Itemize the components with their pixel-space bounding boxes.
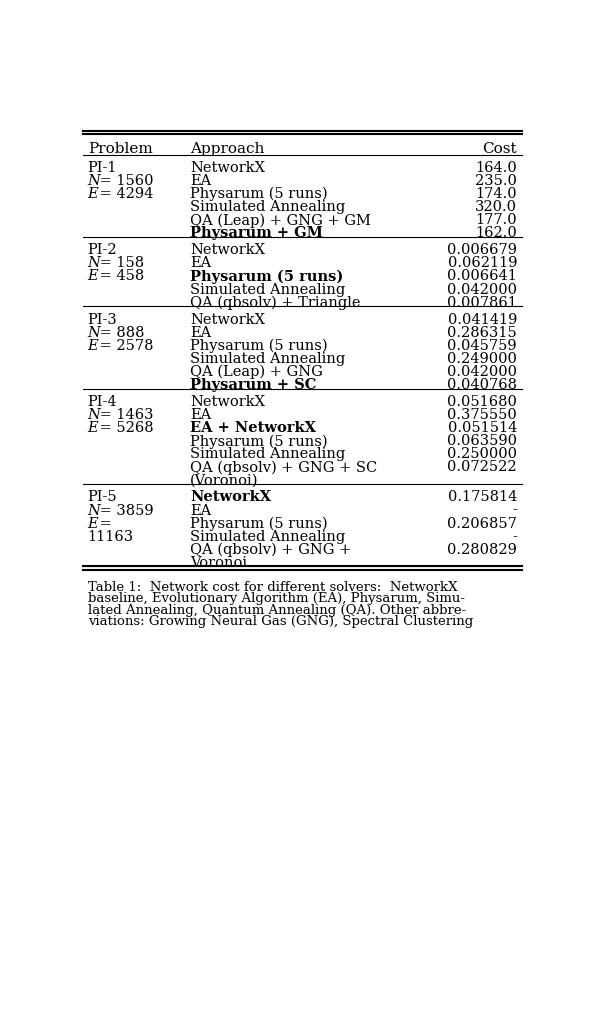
Text: Simulated Annealing: Simulated Annealing (190, 447, 345, 461)
Text: 0.040768: 0.040768 (447, 378, 517, 391)
Text: Physarum (5 runs): Physarum (5 runs) (190, 338, 327, 353)
Text: N: N (88, 325, 100, 339)
Text: 0.006641: 0.006641 (447, 269, 517, 283)
Text: baseline, Evolutionary Algorithm (EA), Physarum, Simu-: baseline, Evolutionary Algorithm (EA), P… (88, 591, 465, 604)
Text: viations: Growing Neural Gas (GNG), Spectral Clustering: viations: Growing Neural Gas (GNG), Spec… (88, 614, 473, 628)
Text: EA: EA (190, 408, 211, 422)
Text: Cost: Cost (483, 143, 517, 156)
Text: 0.041419: 0.041419 (448, 312, 517, 326)
Text: Problem: Problem (88, 143, 152, 156)
Text: NetworkX: NetworkX (190, 244, 265, 257)
Text: 0.175814: 0.175814 (448, 490, 517, 504)
Text: 0.280829: 0.280829 (447, 542, 517, 556)
Text: N: N (88, 503, 100, 517)
Text: Physarum (5 runs): Physarum (5 runs) (190, 186, 327, 202)
Text: 0.006679: 0.006679 (447, 244, 517, 257)
Text: -: - (512, 503, 517, 517)
Text: Physarum (5 runs): Physarum (5 runs) (190, 434, 327, 448)
Text: = 888: = 888 (94, 325, 144, 339)
Text: Physarum (5 runs): Physarum (5 runs) (190, 269, 343, 283)
Text: EA: EA (190, 174, 211, 187)
Text: 235.0: 235.0 (475, 174, 517, 187)
Text: QA (qbsolv) + GNG +: QA (qbsolv) + GNG + (190, 542, 351, 556)
Text: NetworkX: NetworkX (190, 394, 265, 409)
Text: lated Annealing, Quantum Annealing (QA). Other abbre-: lated Annealing, Quantum Annealing (QA).… (88, 603, 466, 616)
Text: NetworkX: NetworkX (190, 490, 271, 504)
Text: QA (qbsolv) + GNG + SC: QA (qbsolv) + GNG + SC (190, 460, 377, 475)
Text: N: N (88, 408, 100, 422)
Text: = 4294: = 4294 (94, 186, 153, 201)
Text: N: N (88, 256, 100, 270)
Text: Table 1:  Network cost for different solvers:  NetworkX: Table 1: Network cost for different solv… (88, 580, 457, 593)
Text: (Voronoi): (Voronoi) (190, 473, 258, 487)
Text: 0.051514: 0.051514 (448, 421, 517, 435)
Text: 0.042000: 0.042000 (447, 282, 517, 297)
Text: = 2578: = 2578 (94, 338, 153, 353)
Text: 0.375550: 0.375550 (447, 408, 517, 422)
Text: 0.007861: 0.007861 (447, 296, 517, 310)
Text: QA (Leap) + GNG + GM: QA (Leap) + GNG + GM (190, 213, 371, 227)
Text: NetworkX: NetworkX (190, 161, 265, 174)
Text: EA: EA (190, 325, 211, 339)
Text: N: N (88, 174, 100, 187)
Text: = 5268: = 5268 (94, 421, 153, 435)
Text: QA (qbsolv) + Triangle: QA (qbsolv) + Triangle (190, 296, 360, 310)
Text: = 458: = 458 (94, 269, 144, 283)
Text: E: E (88, 517, 99, 530)
Text: NetworkX: NetworkX (190, 312, 265, 326)
Text: 0.206857: 0.206857 (447, 517, 517, 530)
Text: 174.0: 174.0 (476, 186, 517, 201)
Text: Simulated Annealing: Simulated Annealing (190, 282, 345, 297)
Text: PI-3: PI-3 (88, 312, 117, 326)
Text: 0.249000: 0.249000 (447, 352, 517, 366)
Text: = 1560: = 1560 (94, 174, 153, 187)
Text: 164.0: 164.0 (476, 161, 517, 174)
Text: EA + NetworkX: EA + NetworkX (190, 421, 316, 435)
Text: QA (Leap) + GNG: QA (Leap) + GNG (190, 365, 323, 379)
Text: 320.0: 320.0 (475, 200, 517, 214)
Text: Voronoi: Voronoi (190, 555, 247, 570)
Text: 177.0: 177.0 (476, 213, 517, 227)
Text: = 3859: = 3859 (94, 503, 153, 517)
Text: 0.045759: 0.045759 (447, 338, 517, 353)
Text: 0.072522: 0.072522 (447, 460, 517, 474)
Text: PI-1: PI-1 (88, 161, 117, 174)
Text: PI-4: PI-4 (88, 394, 117, 409)
Text: E: E (88, 421, 99, 435)
Text: Physarum + SC: Physarum + SC (190, 378, 316, 391)
Text: 0.051680: 0.051680 (447, 394, 517, 409)
Text: =: = (94, 517, 112, 530)
Text: Approach: Approach (190, 143, 264, 156)
Text: -: - (512, 529, 517, 543)
Text: 0.250000: 0.250000 (447, 447, 517, 461)
Text: Simulated Annealing: Simulated Annealing (190, 200, 345, 214)
Text: E: E (88, 338, 99, 353)
Text: 162.0: 162.0 (476, 226, 517, 240)
Text: E: E (88, 269, 99, 283)
Text: EA: EA (190, 256, 211, 270)
Text: = 1463: = 1463 (94, 408, 153, 422)
Text: 11163: 11163 (88, 529, 134, 543)
Text: 0.042000: 0.042000 (447, 365, 517, 379)
Text: 0.286315: 0.286315 (447, 325, 517, 339)
Text: Simulated Annealing: Simulated Annealing (190, 529, 345, 543)
Text: Physarum + GM: Physarum + GM (190, 226, 323, 240)
Text: PI-2: PI-2 (88, 244, 117, 257)
Text: 0.063590: 0.063590 (447, 434, 517, 447)
Text: E: E (88, 186, 99, 201)
Text: PI-5: PI-5 (88, 490, 117, 504)
Text: Simulated Annealing: Simulated Annealing (190, 352, 345, 366)
Text: Physarum (5 runs): Physarum (5 runs) (190, 517, 327, 531)
Text: 0.062119: 0.062119 (448, 256, 517, 270)
Text: EA: EA (190, 503, 211, 517)
Text: = 158: = 158 (94, 256, 144, 270)
